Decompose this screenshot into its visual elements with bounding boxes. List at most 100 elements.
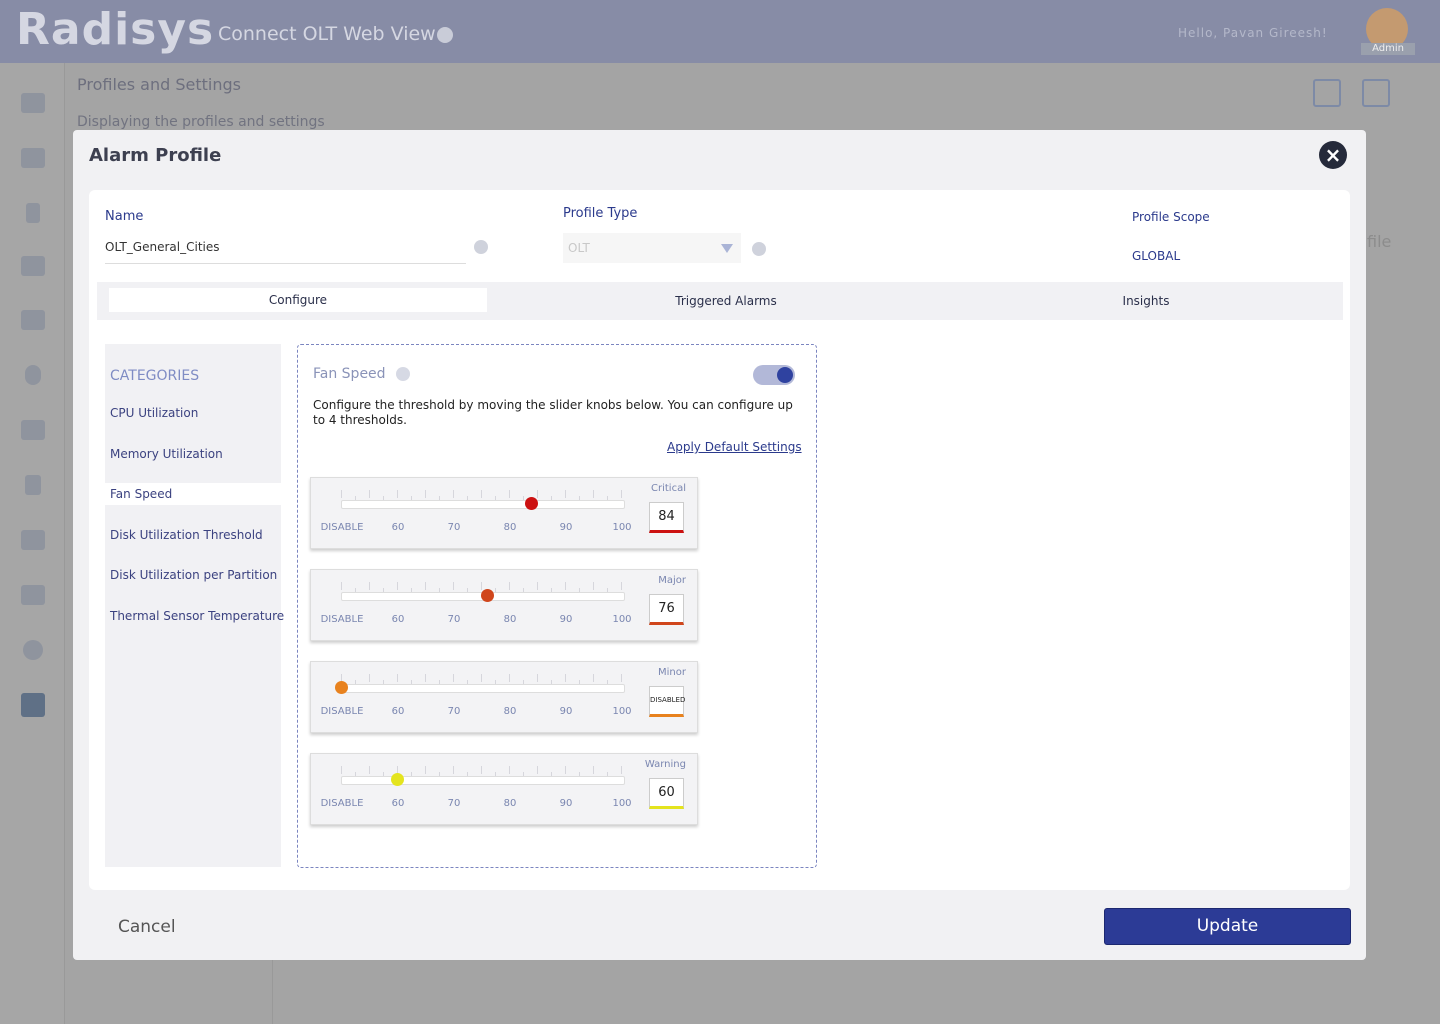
panel-title: Fan Speed [313, 366, 386, 382]
tick-mark [453, 490, 454, 498]
tick-mark [453, 674, 454, 682]
tick-mark [621, 674, 622, 682]
header: Radisys Connect OLT Web View Hello, Pava… [0, 0, 1440, 63]
tick-mark [621, 766, 622, 774]
category-list: CATEGORIES CPU Utilization Memory Utiliza… [105, 344, 285, 867]
tick-mark [621, 582, 622, 590]
info-icon[interactable] [752, 242, 766, 256]
tick-mark [523, 496, 524, 500]
tick-mark [341, 582, 342, 590]
scale-label: 100 [612, 614, 632, 625]
slider-card: DISABLE 60 70 80 90 100 Warning 60 [310, 753, 698, 825]
tick-mark [467, 588, 468, 592]
category-item[interactable]: Disk Utilization Threshold [110, 527, 263, 542]
download-button[interactable] [1362, 79, 1390, 107]
tick-mark [565, 766, 566, 774]
threshold-value[interactable]: 84 [649, 502, 684, 533]
tick-mark [509, 674, 510, 682]
tick-mark [369, 582, 370, 590]
category-item[interactable]: Fan Speed [105, 483, 281, 506]
category-item[interactable]: Thermal Sensor Temperature [110, 609, 285, 623]
category-item[interactable]: Disk Utilization per Partition [110, 568, 278, 583]
nav-icon[interactable] [23, 640, 43, 660]
tick-mark [411, 496, 412, 500]
default-link[interactable]: Apply Default Settings [667, 440, 802, 454]
tick-mark [341, 766, 342, 774]
scale-label: DISABLE [320, 706, 364, 717]
tick-mark [621, 490, 622, 498]
refresh-button[interactable] [1313, 79, 1341, 107]
threshold-value[interactable]: 76 [649, 594, 684, 625]
tick-mark [355, 496, 356, 500]
close-button[interactable]: × [1319, 141, 1347, 169]
tick-mark [537, 582, 538, 590]
tick-mark [467, 772, 468, 776]
tick-mark [467, 680, 468, 684]
tab[interactable]: Configure [109, 288, 487, 312]
nav-icon[interactable] [21, 256, 45, 276]
scale-label: 100 [612, 798, 632, 809]
nav-icon[interactable] [21, 93, 45, 113]
panel-description: Configure the threshold by moving the sl… [313, 398, 793, 427]
threshold-value[interactable]: DISABLED [649, 686, 685, 717]
tick-mark [397, 766, 398, 774]
slider-knob[interactable] [525, 497, 539, 510]
scale-label: 60 [391, 706, 405, 717]
tick-mark [383, 772, 384, 776]
threshold-label: Minor [658, 667, 686, 678]
tick-mark [481, 766, 482, 774]
threshold-label: Major [658, 575, 686, 586]
nav-icon[interactable] [26, 203, 40, 223]
info-icon[interactable] [396, 367, 410, 381]
tab[interactable]: Triggered Alarms [675, 294, 777, 308]
slider-card: DISABLE 60 70 80 90 100 Critical 84 [310, 477, 698, 549]
tick-mark [593, 490, 594, 498]
category-item[interactable]: CPU Utilization [110, 406, 199, 420]
nav-icon[interactable] [21, 585, 45, 605]
slider-track [341, 684, 625, 693]
slider-knob[interactable] [480, 589, 494, 602]
nav-icon[interactable] [21, 693, 45, 717]
tab[interactable]: Insights [1122, 294, 1170, 308]
tick-mark [341, 490, 342, 498]
tick-mark [565, 490, 566, 498]
nav-icon[interactable] [25, 475, 41, 495]
tick-mark [355, 588, 356, 592]
slider-card: DISABLE 60 70 80 90 100 Major 76 [310, 569, 698, 641]
greeting: Hello, Pavan Gireesh! [1178, 26, 1328, 40]
info-icon[interactable] [474, 240, 488, 254]
app-title: Connect OLT Web View [218, 23, 436, 45]
category-item[interactable]: Memory Utilization [110, 446, 223, 461]
sidebar [0, 63, 65, 1024]
tick-mark [383, 680, 384, 684]
nav-icon[interactable] [21, 420, 45, 440]
nav-icon[interactable] [21, 310, 45, 330]
cancel-button[interactable]: Cancel [118, 917, 176, 937]
nav-icon[interactable] [21, 148, 45, 168]
tick-mark [579, 496, 580, 500]
tick-mark [551, 772, 552, 776]
tick-mark [411, 588, 412, 592]
info-icon[interactable] [437, 27, 453, 43]
threshold-value[interactable]: 60 [649, 778, 684, 809]
nav-icon[interactable] [25, 365, 41, 385]
type-select[interactable]: OLT [563, 233, 741, 263]
tick-mark [495, 588, 496, 592]
scale-label: 80 [503, 522, 517, 533]
scale-label: 80 [503, 706, 517, 717]
scale-label: 80 [503, 614, 517, 625]
role: Admin [1361, 43, 1415, 55]
slider-knob[interactable] [391, 773, 404, 786]
scale-label: DISABLE [320, 614, 364, 625]
slider-knob[interactable] [335, 681, 348, 694]
tick-mark [551, 588, 552, 592]
scale-label: 70 [447, 522, 461, 533]
nav-icon[interactable] [21, 530, 45, 550]
tick-mark [369, 766, 370, 774]
enable-toggle[interactable] [753, 365, 795, 385]
tick-mark [607, 496, 608, 500]
name-input[interactable]: OLT_General_Cities [105, 240, 466, 264]
update-button[interactable]: Update [1104, 908, 1351, 945]
threshold-label: Warning [644, 759, 686, 770]
tick-mark [551, 680, 552, 684]
